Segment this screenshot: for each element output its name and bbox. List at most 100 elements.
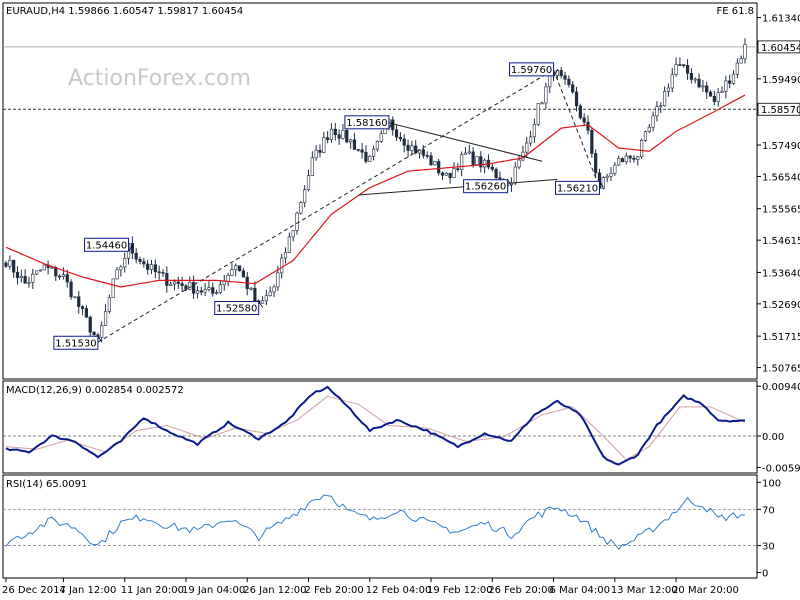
candle-body	[27, 282, 31, 284]
price-tick-label: 1.57490	[762, 141, 800, 152]
candle	[594, 149, 598, 178]
candle	[456, 163, 460, 172]
x-tick-label: 2 Feb 20:00	[304, 585, 363, 596]
candle-body	[483, 159, 487, 168]
candle	[647, 124, 651, 134]
trendline	[97, 69, 554, 343]
candle-body	[249, 287, 253, 290]
candle	[617, 155, 621, 166]
candle	[58, 274, 62, 280]
candle	[199, 286, 203, 296]
candle-body	[651, 115, 655, 128]
annotation-text: 1.58160	[346, 118, 387, 129]
current-price-tag	[757, 40, 800, 54]
candle-body	[433, 161, 437, 166]
candle-body	[601, 177, 605, 189]
candle-body	[540, 102, 544, 105]
candle	[433, 160, 437, 166]
candle	[153, 259, 157, 279]
candle-body	[280, 257, 284, 274]
candle	[149, 259, 154, 275]
candle-body	[161, 272, 165, 274]
candle	[563, 71, 567, 85]
candle-body	[532, 124, 537, 138]
candle-body	[724, 80, 728, 92]
price-tick-label: 1.53640	[762, 268, 800, 279]
candle-body	[444, 172, 448, 176]
candle-body	[731, 73, 736, 84]
candle-body	[146, 263, 150, 270]
x-tick-label: 19 Jan 04:00	[182, 585, 245, 596]
candle	[329, 123, 334, 143]
candle-body	[142, 261, 146, 265]
candle	[69, 279, 73, 300]
candle	[192, 275, 196, 300]
candle	[268, 286, 272, 297]
candle	[180, 276, 184, 292]
candle	[103, 304, 108, 326]
candle-body	[743, 44, 747, 60]
candle	[536, 103, 540, 127]
candle	[130, 236, 134, 260]
macd-label: MACD(12,26,9) 0.002854 0.002572	[6, 385, 184, 396]
candle-body	[214, 292, 219, 294]
candle	[735, 58, 739, 79]
candle-body	[253, 287, 257, 302]
candle-body	[218, 284, 223, 293]
candle-body	[180, 283, 184, 286]
candle	[176, 276, 180, 289]
candle-body	[467, 151, 471, 154]
candle-body	[12, 259, 16, 273]
candle-body	[88, 316, 92, 333]
candle	[111, 278, 115, 298]
candle-body	[192, 281, 196, 294]
watermark: ActionForex.com	[68, 66, 251, 91]
axes: 1.61340 1.59490 1.57490 1.56540 1.55565 1.546…	[2, 14, 800, 596]
candle	[107, 294, 111, 314]
candle	[379, 130, 383, 143]
price-tick-label: 1.61340	[762, 14, 800, 25]
candle	[582, 113, 586, 127]
candle-body	[306, 175, 311, 190]
candle-body	[103, 310, 108, 326]
candle	[674, 57, 678, 77]
candle-body	[647, 126, 651, 132]
candle	[27, 276, 31, 288]
candle	[414, 140, 418, 155]
candle-body	[394, 129, 399, 138]
candle-body	[352, 139, 357, 150]
candle	[429, 152, 433, 166]
candle-body	[364, 151, 368, 162]
annotation-text: 1.54460	[86, 240, 127, 251]
annotation-text: 1.56260	[465, 182, 506, 193]
candle-body	[421, 149, 425, 156]
candle-body	[456, 168, 460, 170]
candle-body	[716, 92, 720, 102]
candle-body	[414, 145, 418, 154]
candle-body	[655, 106, 659, 117]
candle	[92, 330, 96, 336]
candle-body	[571, 84, 575, 93]
candle	[739, 55, 743, 64]
candle	[743, 38, 747, 64]
candle-body	[77, 296, 81, 307]
candle-body	[643, 131, 648, 141]
candle	[356, 148, 360, 152]
candle-body	[739, 58, 743, 64]
annotation-box	[554, 180, 600, 195]
candle	[100, 321, 104, 341]
candle	[375, 140, 380, 152]
candle	[337, 129, 341, 145]
candle-body	[368, 156, 372, 162]
annotation-leader	[553, 69, 558, 77]
candle-body	[574, 91, 579, 107]
candle	[280, 253, 284, 279]
candle	[609, 167, 613, 181]
candle-body	[460, 154, 464, 170]
candle-body	[38, 269, 43, 272]
candle-body	[402, 138, 406, 146]
candle	[605, 173, 609, 183]
candle	[479, 151, 483, 173]
candle	[398, 132, 402, 142]
annotation-box	[84, 237, 130, 252]
